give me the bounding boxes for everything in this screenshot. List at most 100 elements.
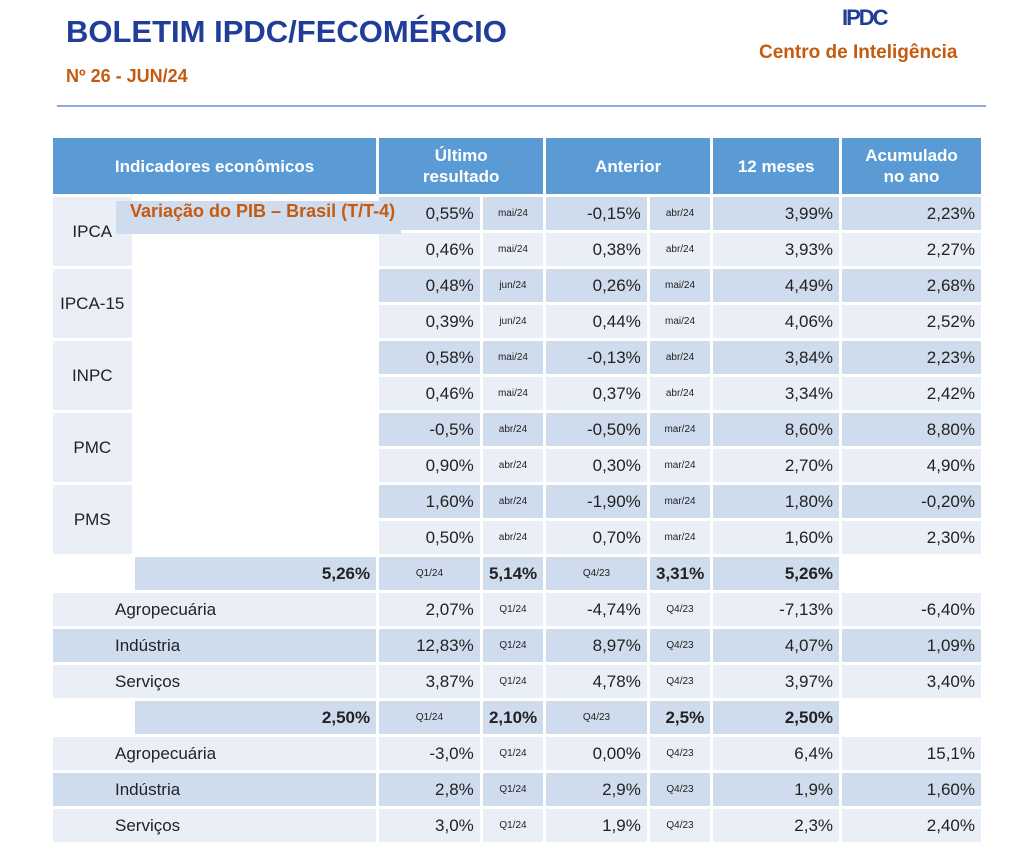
ultimo-period: Q1/24 [482,665,544,698]
anterior-period: abr/24 [649,233,711,266]
indicator-label: Variação do PIB – Brasil (T/T-4) [116,201,402,234]
ultimo-period: Q1/24 [482,809,544,842]
ultimo-period: jun/24 [482,305,544,338]
indicator-label: Agropecuária [53,737,377,770]
anterior-value: -0,15% [546,197,647,230]
anterior-value: 5,14% [482,557,544,590]
ultimo-period: mai/24 [482,233,544,266]
ultimo-period: Q1/24 [482,773,544,806]
ultimo-value: 1,60% [379,485,480,518]
12-meses-value: -7,13% [713,593,840,626]
anterior-value: -0,50% [546,413,647,446]
12-meses-value: 4,06% [713,305,840,338]
acumulado-value: 2,23% [842,197,981,230]
ultimo-value: 0,58% [379,341,480,374]
acumulado-value: 3,40% [842,665,981,698]
anterior-period: mar/24 [649,521,711,554]
ultimo-period: jun/24 [482,269,544,302]
table-row: Serviços 3,87% Q1/24 4,78% Q4/23 3,97% 3,40% [53,665,981,698]
acumulado-value: 2,52% [842,305,981,338]
anterior-period: abr/24 [649,341,711,374]
12-meses-value: 3,31% [649,557,711,590]
ultimo-value: 12,83% [379,629,480,662]
table-row: Agropecuária 2,07% Q1/24 -4,74% Q4/23 -7,13% -… [53,593,981,626]
anterior-value: 0,30% [546,449,647,482]
anterior-value: 8,97% [546,629,647,662]
anterior-value: 2,10% [482,701,544,734]
acumulado-value: 2,40% [842,809,981,842]
acumulado-value: 5,26% [713,557,840,590]
anterior-value: 0,38% [546,233,647,266]
ultimo-period: Q1/24 [482,629,544,662]
anterior-value: -1,90% [546,485,647,518]
ipdc-logo: IPDC [842,5,889,30]
anterior-value: 2,9% [546,773,647,806]
table-row: IPCA-15Grande Fortaleza0,48%jun/240,26%m… [53,201,981,338]
indicator-label: Indústria [53,629,377,662]
12-meses-value: 1,60% [713,521,840,554]
ultimo-period: abr/24 [482,521,544,554]
pib-header-row: Variação do PIB – CE (T/T-4)5,26%Q1/245,… [53,201,981,590]
12-meses-value: 2,3% [713,809,840,842]
page-title: BOLETIM IPDC/FECOMÉRCIO [66,14,507,49]
ultimo-value: 0,90% [379,449,480,482]
acumulado-value: 2,42% [842,377,981,410]
12-meses-value: 2,5% [649,701,711,734]
table-row: Serviços 3,0% Q1/24 1,9% Q4/23 2,3% 2,40% [53,809,981,842]
group-label: PMC [53,413,132,482]
ultimo-value: -3,0% [379,737,480,770]
ultimo-value: 0,48% [379,269,480,302]
ultimo-value: 0,39% [379,305,480,338]
indicator-label: Indústria [53,773,377,806]
anterior-period: abr/24 [649,377,711,410]
anterior-value: -0,13% [546,341,647,374]
12-meses-value: 6,4% [713,737,840,770]
anterior-period: Q4/23 [649,593,711,626]
ultimo-value: 3,0% [379,809,480,842]
table-row: Indústria 12,83% Q1/24 8,97% Q4/23 4,07% 1,09% [53,629,981,662]
table-row: Brasil0,50%abr/240,70%mar/241,60%2,30% [53,201,981,554]
col-anterior: Anterior [546,138,711,194]
anterior-period: Q4/23 [649,665,711,698]
acumulado-value: 1,60% [842,773,981,806]
acumulado-value: 2,30% [842,521,981,554]
acumulado-value: 15,1% [842,737,981,770]
ultimo-value: 2,50% [134,701,377,734]
ultimo-period: abr/24 [482,485,544,518]
table-row: Brasil0,46%mai/240,38%abr/243,93%2,27% [53,201,981,266]
acumulado-value: -0,20% [842,485,981,518]
ultimo-period: Q1/24 [379,701,480,734]
ultimo-period: Q1/24 [482,593,544,626]
ultimo-value: 3,87% [379,665,480,698]
table-row: Brasil0,90%abr/240,30%mar/242,70%4,90% [53,201,981,482]
issue-number: Nº 26 - JUN/24 [66,66,188,86]
12-meses-value: 4,07% [713,629,840,662]
12-meses-value: 1,9% [713,773,840,806]
anterior-period: mai/24 [649,269,711,302]
anterior-period: Q4/23 [649,809,711,842]
table-row: Indústria 2,8% Q1/24 2,9% Q4/23 1,9% 1,60% [53,773,981,806]
indicator-label: Serviços [53,665,377,698]
col-12-meses: 12 meses [713,138,840,194]
indicator-label: Serviços [53,809,377,842]
12-meses-value: 1,80% [713,485,840,518]
anterior-period: abr/24 [649,197,711,230]
anterior-period: Q4/23 [546,557,647,590]
table-row: INPCGrande Fortaleza0,58%mai/24-0,13%abr… [53,201,981,410]
anterior-value: 4,78% [546,665,647,698]
group-label: PMS [53,485,132,554]
table-row: Brasil0,39%jun/240,44%mai/244,06%2,52% [53,201,981,338]
anterior-period: Q4/23 [649,773,711,806]
ultimo-period: abr/24 [482,413,544,446]
ultimo-value: 0,46% [379,377,480,410]
anterior-value: 0,37% [546,377,647,410]
acumulado-value: 4,90% [842,449,981,482]
acumulado-value: 8,80% [842,413,981,446]
anterior-value: 0,00% [546,737,647,770]
col-acumulado: Acumulado no ano [842,138,981,194]
12-meses-value: 8,60% [713,413,840,446]
indicators-table: Indicadores econômicos Último resultado … [50,135,984,845]
ultimo-value: 0,46% [379,233,480,266]
12-meses-value: 2,70% [713,449,840,482]
ultimo-period: abr/24 [482,449,544,482]
